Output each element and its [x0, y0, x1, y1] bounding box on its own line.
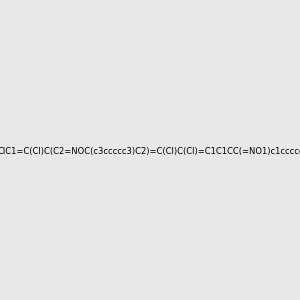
Text: ClC1=C(Cl)C(C2=NOC(c3ccccc3)C2)=C(Cl)C(Cl)=C1C1CC(=NO1)c1ccccc1: ClC1=C(Cl)C(C2=NOC(c3ccccc3)C2)=C(Cl)C(C… [0, 147, 300, 156]
